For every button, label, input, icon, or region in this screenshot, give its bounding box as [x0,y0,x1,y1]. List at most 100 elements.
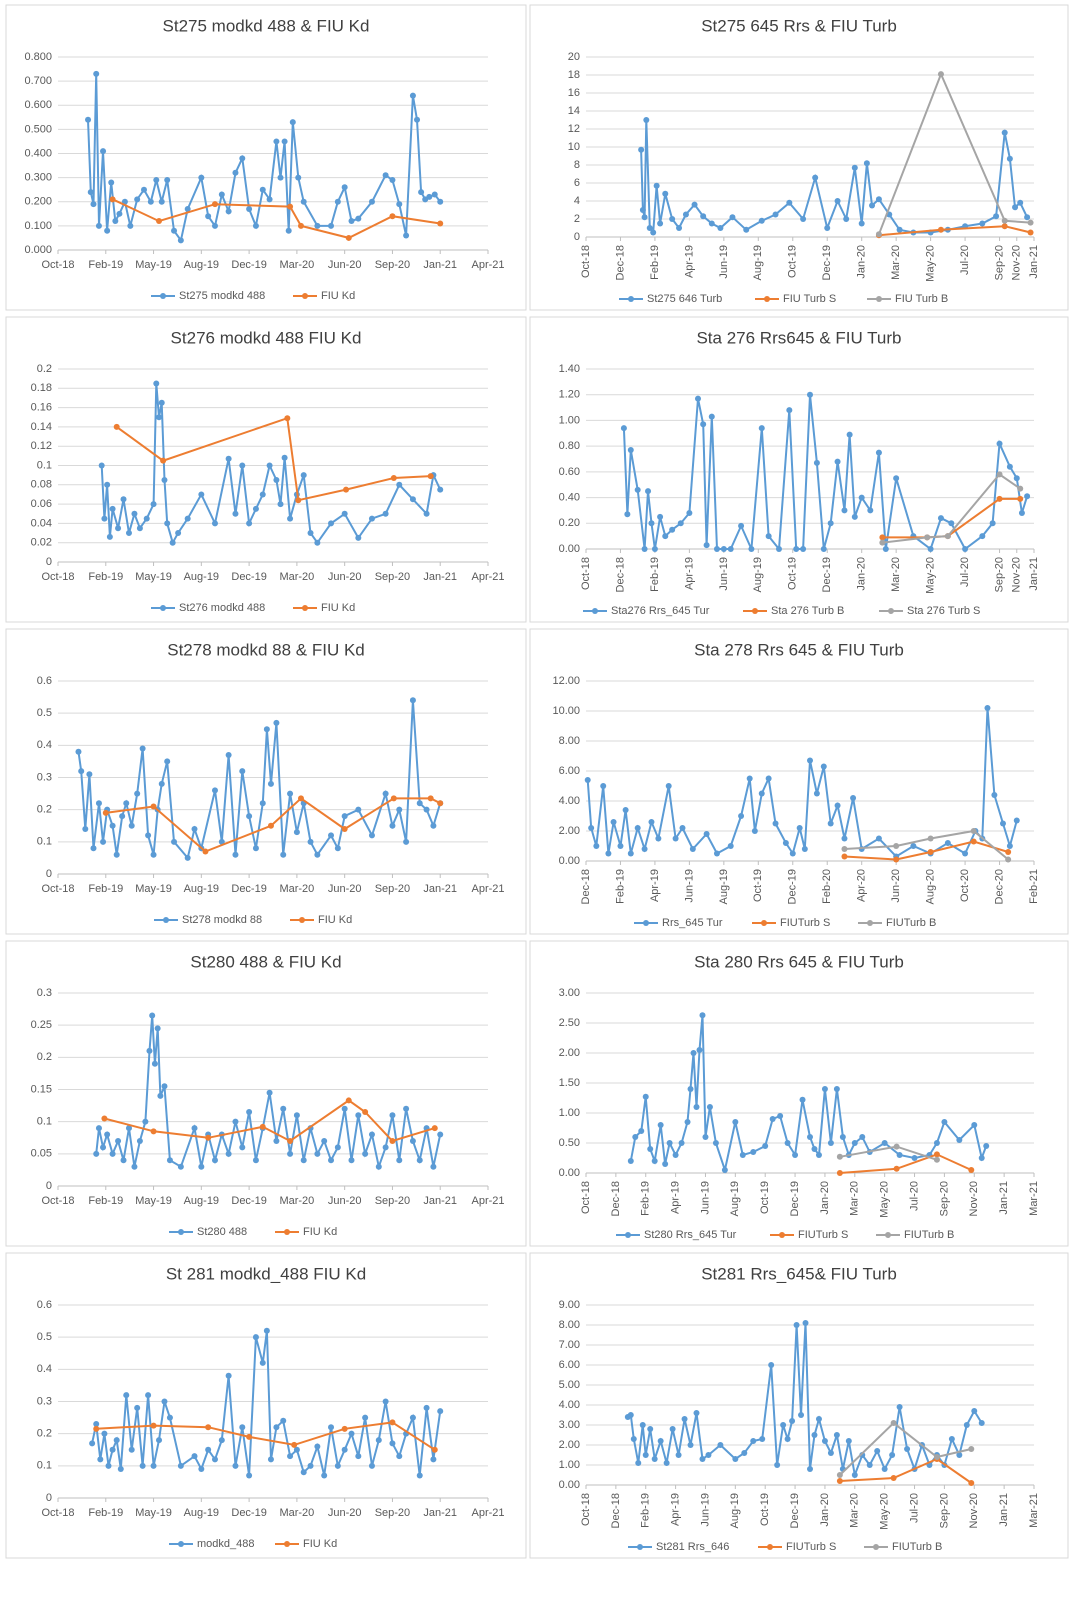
x-tick-label: Jun-19 [718,245,730,279]
y-tick-label: 0.00 [559,543,580,555]
point [639,207,646,213]
x-tick-label: Jun-20 [328,1195,362,1207]
y-tick-label: 0.60 [559,466,580,478]
point [833,1432,840,1438]
point [225,1372,232,1379]
point [748,546,755,552]
point [682,211,689,218]
point [409,1137,416,1144]
point [121,198,128,205]
legend-marker [764,296,770,302]
point [875,231,882,238]
point [893,856,900,863]
point [1006,155,1013,162]
legend-marker [779,1232,785,1238]
point [368,1462,375,1469]
y-tick-label: 0 [46,868,52,880]
point [389,1112,396,1119]
point [389,177,396,184]
point [328,1424,335,1431]
point [293,829,300,836]
point [676,225,683,231]
x-tick-label: Aug-19 [729,1493,741,1528]
legend-label: Sta276 Rrs_645 Tur [611,605,710,617]
point [348,1430,355,1437]
legend-label: St276 modkd 488 [179,602,265,614]
point [389,1419,396,1426]
x-tick-label: Jun-19 [699,1181,711,1215]
y-tick-label: 8.00 [559,1319,580,1331]
point [798,1412,805,1418]
point [300,198,307,205]
legend-marker [752,608,758,614]
point [297,795,304,802]
point [815,1152,822,1158]
point [239,1144,246,1151]
point [153,177,160,184]
chart-title: St275 modkd 488 & FIU Kd [163,16,370,35]
point [738,522,745,529]
y-tick-label: 6.00 [559,765,580,777]
point [1006,463,1013,470]
point [927,835,934,842]
x-tick-label: Oct-18 [580,1493,592,1526]
x-tick-label: Feb-21 [1028,869,1040,904]
legend-marker [284,1229,290,1235]
point [287,1137,294,1144]
x-tick-label: Jan-21 [423,1507,457,1519]
point [896,1152,903,1158]
chart-panel [529,628,1069,935]
y-tick-label: 6 [574,177,580,189]
point [156,218,163,225]
point [281,454,288,461]
point [328,222,335,229]
legend-marker [625,1232,631,1238]
point [232,1462,239,1469]
y-tick-label: 0.600 [24,99,52,111]
legend-marker [885,1232,891,1238]
point [933,1151,940,1158]
y-tick-label: 0.08 [31,479,52,491]
point [772,820,779,827]
point [687,1086,694,1092]
point [143,515,150,522]
point [161,476,168,483]
chart-title: St278 modkd 88 & FIU Kd [167,640,365,659]
point [414,116,421,123]
y-tick-label: 2.50 [559,1017,580,1029]
point [101,1430,108,1437]
point [893,475,900,482]
point [390,795,397,802]
x-tick-label: Feb-20 [821,869,833,904]
point [834,458,841,465]
x-tick-label: Feb-19 [88,1195,123,1207]
y-tick-label: 0.2 [37,804,52,816]
point [851,1140,858,1146]
y-tick-label: 0.16 [31,402,52,414]
point [963,1422,970,1428]
x-tick-label: Oct-19 [759,1181,771,1214]
point [651,1456,658,1462]
x-tick-label: Oct-18 [41,1507,74,1519]
point [632,1134,639,1140]
point [851,513,858,520]
point [765,533,772,540]
point [431,1446,438,1453]
point [933,1454,940,1460]
x-tick-label: Apr-19 [683,245,695,278]
point [123,1392,130,1399]
point [211,222,218,229]
point [875,449,882,456]
point [416,800,423,807]
y-tick-label: 2.00 [559,1439,580,1451]
point [355,215,362,222]
point [681,1416,688,1422]
series-line [627,1322,983,1479]
point [775,546,782,552]
point [647,1426,654,1432]
point [252,1157,259,1164]
point [368,515,375,522]
point [717,1442,724,1448]
x-tick-label: Dec-18 [614,557,626,592]
point [983,1143,990,1149]
